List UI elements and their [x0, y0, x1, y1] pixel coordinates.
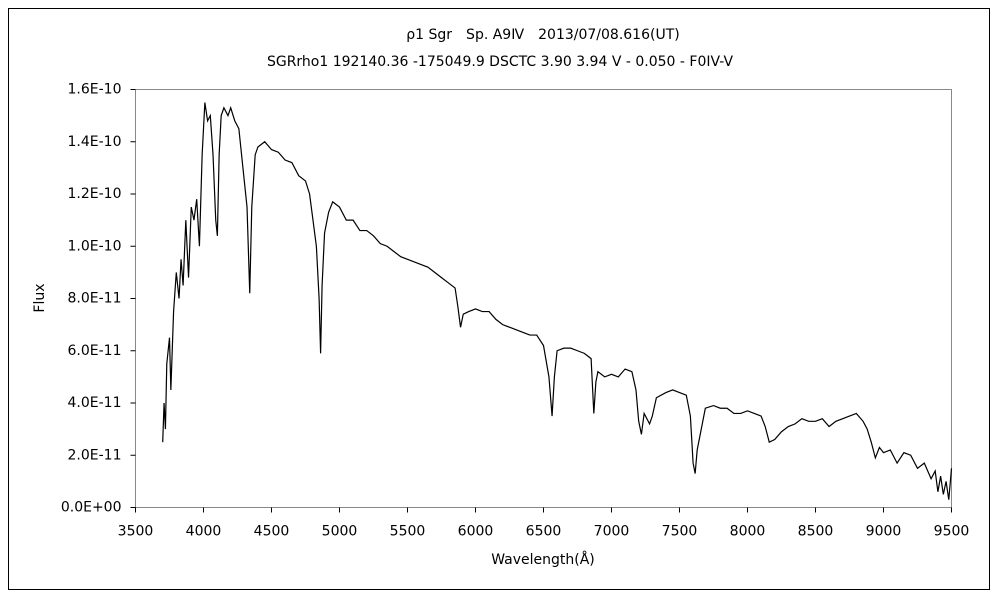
x-tick-label: 4000 [186, 524, 222, 540]
x-tick-label: 6500 [526, 524, 562, 540]
y-axis-label: Flux [32, 283, 48, 312]
chart-subtitle: SGRrho1 192140.36 -175049.9 DSCTC 3.90 3… [267, 54, 734, 70]
x-tick-label: 9000 [866, 524, 902, 540]
x-tick-label: 8500 [798, 524, 834, 540]
x-tick-label: 7000 [594, 524, 630, 540]
y-tick-label: 1.4E-10 [68, 134, 122, 150]
x-tick-label: 6000 [458, 524, 494, 540]
x-tick-label: 8000 [730, 524, 766, 540]
x-tick-label: 5500 [390, 524, 426, 540]
y-tick-label: 1.6E-10 [68, 82, 122, 98]
x-tick-label: 9500 [934, 524, 970, 540]
x-tick-label: 5000 [322, 524, 358, 540]
x-axis-label: Wavelength(Å) [491, 551, 595, 568]
x-tick-label: 3500 [118, 524, 154, 540]
chart-title: ρ1 Sgr Sp. A9Ⅳ 2013/07/08.616(UT) [406, 27, 679, 43]
y-tick-label: 4.0E-11 [68, 395, 122, 411]
x-tick-label: 7500 [662, 524, 698, 540]
chart-border [8, 8, 990, 590]
x-tick-label: 4500 [254, 524, 290, 540]
y-tick-label: 1.0E-10 [68, 238, 122, 254]
y-tick-label: 6.0E-11 [68, 343, 122, 359]
y-tick-label: 0.0E+00 [61, 500, 122, 516]
spectrum-line [162, 102, 953, 500]
y-tick-label: 2.0E-11 [68, 447, 122, 463]
y-tick-label: 8.0E-11 [68, 291, 122, 307]
y-tick-label: 1.2E-10 [68, 186, 122, 202]
